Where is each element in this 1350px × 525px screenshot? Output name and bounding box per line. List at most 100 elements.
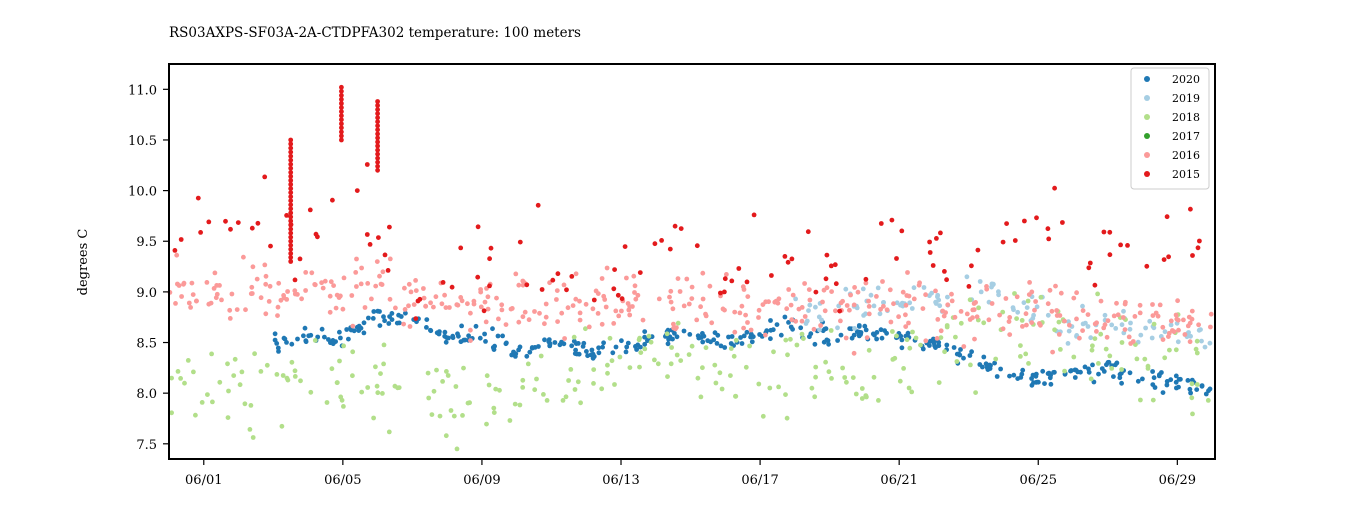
data-point [802,314,808,319]
data-point [460,413,465,418]
data-point [788,336,793,342]
data-point [354,284,359,289]
y-tick-label: 9.0 [136,286,157,301]
data-point [906,385,912,391]
data-point [789,317,795,323]
data-point [398,314,404,319]
data-point [1071,295,1077,301]
data-point [247,427,253,432]
data-point [576,351,582,357]
data-point [524,353,530,359]
data-point [288,206,294,212]
data-point [659,238,664,243]
data-point [750,334,756,340]
data-point [763,299,769,305]
data-point [1157,372,1162,378]
data-point [1065,341,1071,346]
data-point [189,280,195,286]
data-point [741,333,747,339]
data-point [949,291,954,297]
data-point [456,333,461,339]
data-point [473,323,479,329]
data-point [936,340,942,345]
data-point [386,429,392,435]
data-point [732,329,738,335]
data-point [276,280,282,286]
data-point [356,323,362,329]
data-point [1077,335,1082,341]
data-point [793,296,798,302]
data-point [525,361,531,367]
data-point [190,292,196,297]
data-point [1107,252,1113,258]
data-point [468,338,473,343]
data-point [210,399,215,405]
data-point [401,321,406,327]
data-point [972,336,977,342]
data-point [264,362,270,368]
data-point [817,327,822,333]
data-point [487,256,492,262]
legend-marker [1144,171,1150,177]
data-point [798,325,804,331]
data-point [1173,379,1179,385]
data-point [1022,218,1027,224]
data-point [802,281,807,286]
data-point [475,274,481,280]
data-point [595,291,601,296]
data-point [722,276,728,282]
data-point [467,400,472,406]
data-point [552,340,558,345]
data-point [624,344,630,350]
legend-label: 2018 [1172,111,1200,124]
data-point [612,267,617,272]
data-point [575,379,581,385]
data-point [307,207,313,213]
data-point [656,296,662,302]
data-point [672,223,678,229]
data-point [595,311,601,316]
data-point [923,292,928,298]
data-point [1015,309,1021,315]
data-point [988,363,993,368]
data-point [933,299,938,305]
data-point [700,296,706,302]
data-point [844,303,850,308]
data-point [288,153,294,159]
data-point [732,309,738,315]
data-point [772,299,778,305]
data-point [375,123,380,129]
data-point [288,255,294,260]
data-point [866,304,872,309]
data-point [863,327,869,333]
data-point [1007,373,1012,379]
data-point [1085,324,1091,329]
data-point [1038,294,1044,300]
data-point [373,364,378,370]
data-point [609,358,615,364]
data-point [268,243,273,249]
data-point [424,325,429,330]
data-point [339,117,344,123]
data-point [206,301,212,307]
data-point [749,339,755,345]
data-point [350,373,355,379]
data-point [719,386,725,392]
data-point [1052,185,1057,191]
data-point [973,390,978,395]
data-point [1113,362,1118,368]
data-point [674,334,680,340]
data-point [359,389,365,395]
data-point [387,256,393,262]
data-point [1072,367,1078,373]
legend-marker [1144,114,1150,120]
data-point [295,336,300,342]
data-point [453,384,459,389]
data-point [577,298,582,304]
data-point [229,291,235,297]
series-2020 [272,308,1213,397]
data-point [866,298,871,304]
data-point [297,256,303,262]
data-point [823,276,829,282]
data-point [337,329,342,335]
